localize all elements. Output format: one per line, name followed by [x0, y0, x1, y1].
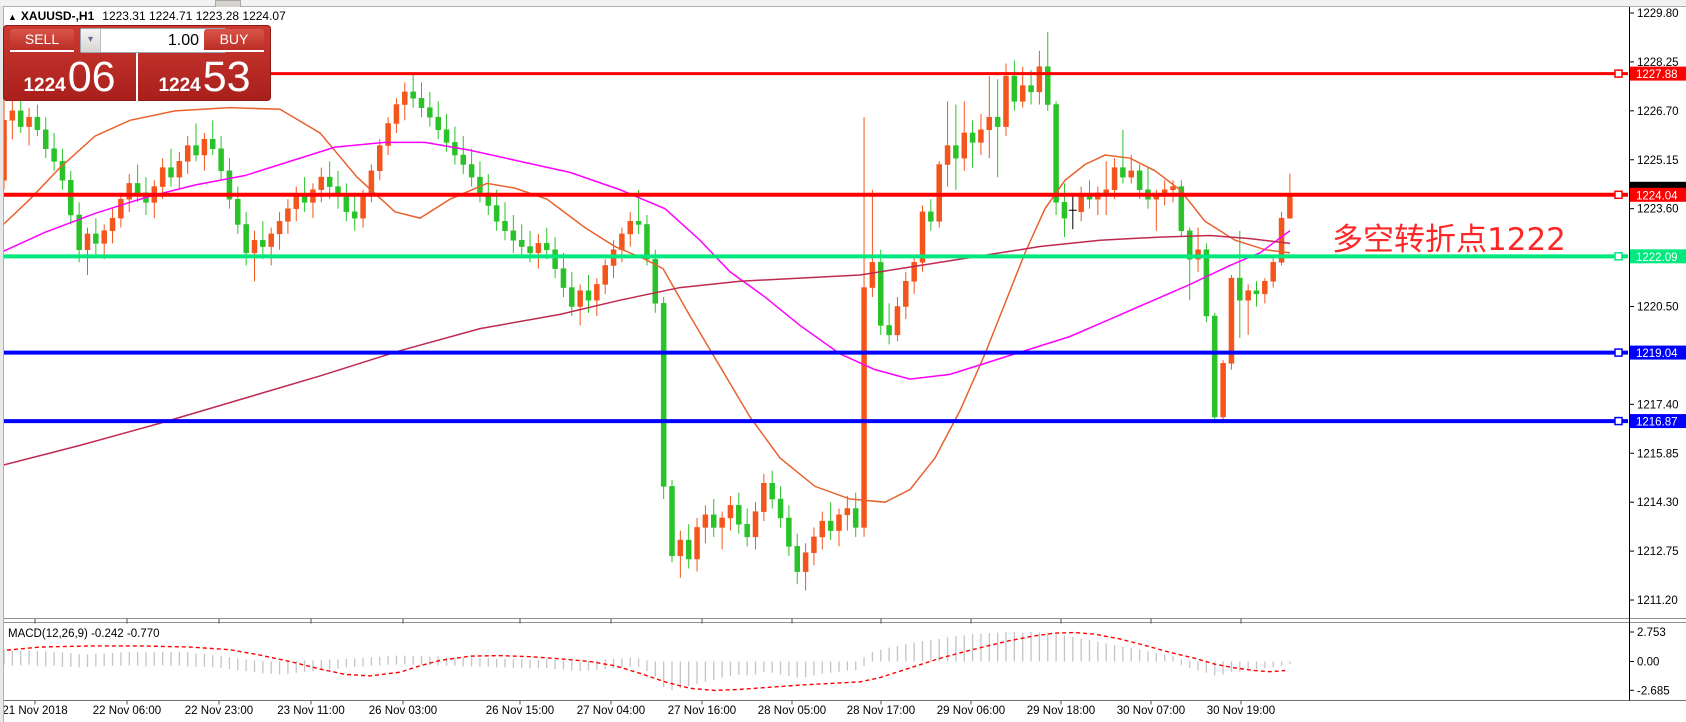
macd-signal-line — [0, 631, 1286, 692]
buy-button[interactable]: BUY — [204, 29, 264, 52]
svg-text:1223.60: 1223.60 — [1637, 204, 1679, 216]
svg-text:1217.40: 1217.40 — [1637, 399, 1679, 411]
buy-price[interactable]: 1224 53 — [136, 53, 271, 101]
sell-price-small: 1224 — [23, 75, 66, 96]
svg-text:29 Nov 18:00: 29 Nov 18:00 — [1027, 705, 1095, 717]
volume-stepper: ▾ ▴ — [80, 28, 226, 53]
sell-price-big: 06 — [67, 53, 116, 101]
volume-input[interactable] — [101, 29, 205, 52]
window-top-border — [0, 0, 1686, 7]
svg-text:1225.15: 1225.15 — [1637, 155, 1679, 167]
svg-text:27 Nov 16:00: 27 Nov 16:00 — [668, 705, 736, 717]
svg-text:28 Nov 17:00: 28 Nov 17:00 — [847, 705, 915, 717]
mid-ma-magenta — [0, 141, 1291, 380]
svg-text:1215.85: 1215.85 — [1637, 448, 1679, 460]
macd-indicator-label: MACD(12,26,9) -0.242 -0.770 — [8, 628, 160, 640]
symbol-name: XAUUSD-,H1 — [20, 9, 95, 23]
svg-text:1212.75: 1212.75 — [1637, 546, 1679, 558]
svg-text:22 Nov 23:00: 22 Nov 23:00 — [185, 705, 253, 717]
svg-text:30 Nov 07:00: 30 Nov 07:00 — [1117, 705, 1185, 717]
chart-annotation-text: 多空转折点1222 — [1332, 222, 1566, 258]
price-badges: 1227.88 1224.04 1222.09 1219.04 1216.87 — [1630, 66, 1686, 429]
time-axis: 21 Nov 2018 22 Nov 06:00 22 Nov 23:00 23 No… — [2, 618, 1275, 717]
horizontal-level-lines[interactable] — [0, 69, 1628, 426]
svg-text:1216.87: 1216.87 — [1636, 417, 1678, 429]
svg-text:1224.04: 1224.04 — [1636, 190, 1678, 202]
collapse-panel-icon[interactable]: ▲ — [8, 12, 17, 22]
svg-text:21 Nov 2018: 21 Nov 2018 — [2, 705, 67, 717]
volume-decrease-icon[interactable]: ▾ — [81, 29, 101, 52]
svg-text:26 Nov 03:00: 26 Nov 03:00 — [369, 705, 437, 717]
svg-text:1219.04: 1219.04 — [1636, 348, 1678, 360]
symbol-quote-line: ▲ XAUUSD-,H1 1223.31 1224.71 1223.28 1224.… — [8, 9, 286, 23]
macd-axis: 2.753 0.00 -2.685 — [1629, 627, 1670, 697]
svg-text:1227.88: 1227.88 — [1636, 69, 1678, 81]
svg-text:1229.80: 1229.80 — [1637, 8, 1679, 20]
svg-text:22 Nov 06:00: 22 Nov 06:00 — [93, 705, 161, 717]
svg-text:1226.70: 1226.70 — [1637, 106, 1679, 118]
sell-button[interactable]: SELL — [10, 29, 74, 52]
candlesticks — [1, 31, 1293, 591]
svg-text:-2.685: -2.685 — [1637, 685, 1670, 697]
window-left-border — [0, 6, 4, 722]
svg-text:30 Nov 19:00: 30 Nov 19:00 — [1207, 705, 1275, 717]
svg-text:29 Nov 06:00: 29 Nov 06:00 — [937, 705, 1005, 717]
svg-text:0.00: 0.00 — [1637, 657, 1659, 669]
slow-ma-crimson — [0, 234, 1291, 467]
svg-text:1222.09: 1222.09 — [1636, 252, 1678, 264]
buy-price-big: 53 — [202, 53, 251, 101]
price-axis: 1229.80 1228.25 1226.70 1225.15 1223.60 1220.… — [1629, 8, 1679, 607]
window-splitter-tab[interactable] — [215, 0, 241, 7]
svg-text:1214.30: 1214.30 — [1637, 497, 1679, 509]
macd-histogram — [3, 632, 1291, 690]
svg-text:23 Nov 11:00: 23 Nov 11:00 — [277, 705, 345, 717]
svg-text:28 Nov 05:00: 28 Nov 05:00 — [758, 705, 826, 717]
buy-price-small: 1224 — [158, 75, 201, 96]
svg-text:2.753: 2.753 — [1637, 627, 1666, 639]
svg-text:1228.25: 1228.25 — [1637, 57, 1679, 69]
one-click-trade-panel: SELL ▾ ▴ BUY 1224 06 1224 53 — [3, 25, 271, 101]
svg-text:1220.50: 1220.50 — [1637, 302, 1679, 314]
sell-price[interactable]: 1224 06 — [3, 53, 136, 101]
quote-ohlc: 1223.31 1224.71 1223.28 1224.07 — [102, 9, 286, 23]
fast-ma-orange — [0, 106, 1291, 503]
svg-text:1211.20: 1211.20 — [1637, 595, 1678, 607]
chart-frame — [0, 7, 1686, 701]
trade-panel-controls: SELL ▾ ▴ BUY — [3, 25, 271, 53]
svg-text:27 Nov 04:00: 27 Nov 04:00 — [577, 705, 645, 717]
svg-text:26 Nov 15:00: 26 Nov 15:00 — [486, 705, 554, 717]
